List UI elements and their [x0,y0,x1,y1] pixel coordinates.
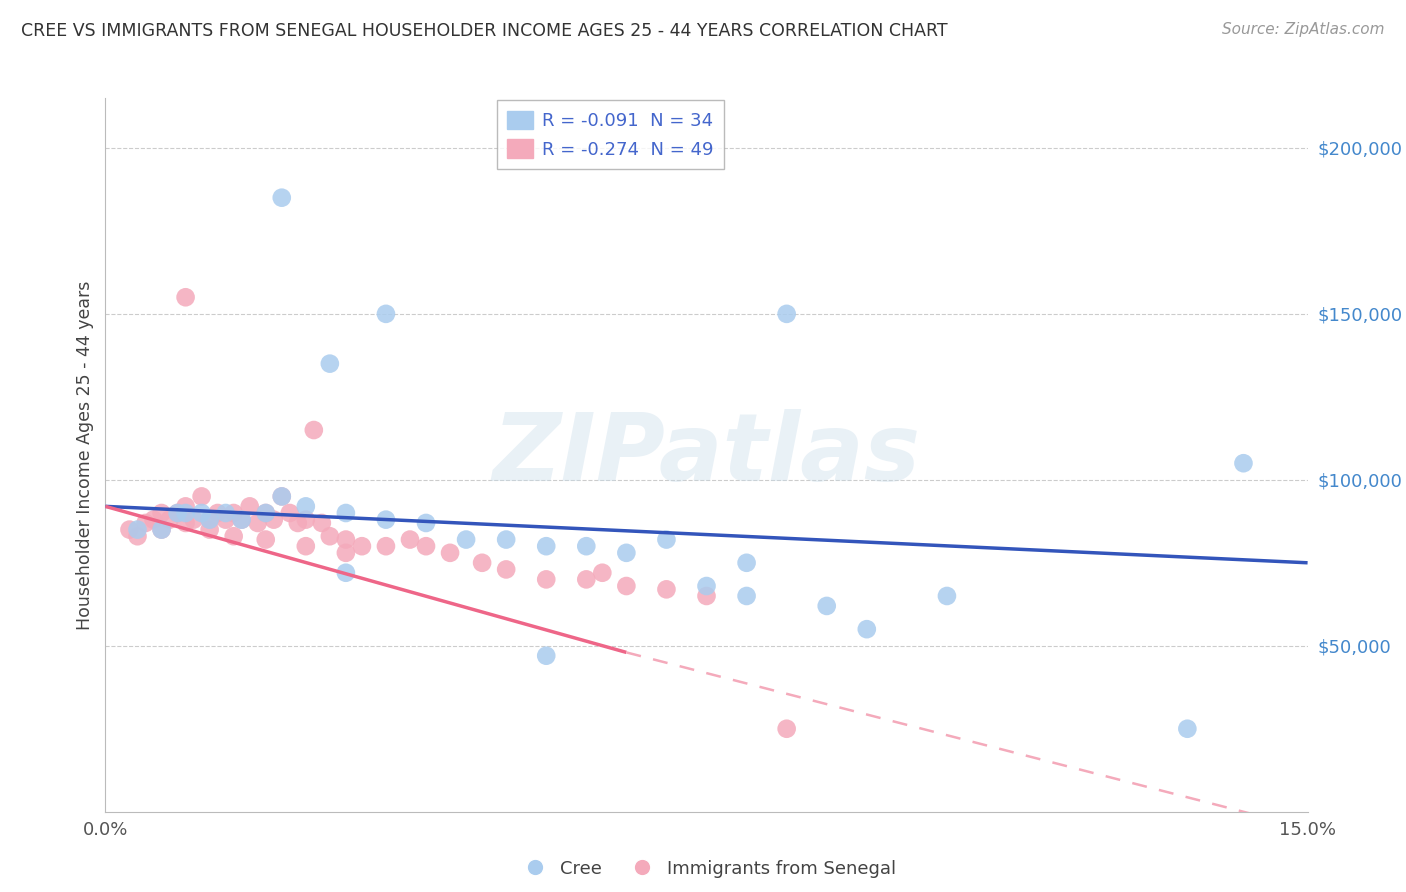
Point [174,506,197,520]
Point [319,357,342,371]
Point [183,513,205,527]
Point [222,529,245,543]
Text: Source: ZipAtlas.com: Source: ZipAtlas.com [1222,22,1385,37]
Point [278,506,301,520]
Point [127,529,149,543]
Point [254,506,277,520]
Point [198,513,221,527]
Point [270,191,292,205]
Point [1175,722,1198,736]
Point [936,589,959,603]
Point [239,500,262,514]
Point [735,556,758,570]
Text: CREE VS IMMIGRANTS FROM SENEGAL HOUSEHOLDER INCOME AGES 25 - 44 YEARS CORRELATIO: CREE VS IMMIGRANTS FROM SENEGAL HOUSEHOL… [21,22,948,40]
Point [456,533,478,547]
Point [374,513,398,527]
Point [655,533,678,547]
Point [295,539,318,553]
Text: ZIPatlas: ZIPatlas [492,409,921,501]
Point [166,506,188,520]
Point [287,516,309,530]
Point [174,290,197,304]
Point [616,579,638,593]
Point [319,529,342,543]
Point [127,523,149,537]
Point [254,506,277,520]
Point [575,573,598,587]
Point [815,599,838,613]
Point [439,546,461,560]
Point [616,546,638,560]
Point [399,533,422,547]
Point [591,566,613,580]
Point [534,573,557,587]
Point [696,589,718,603]
Point [655,582,678,597]
Point [495,562,517,576]
Point [495,533,517,547]
Point [776,722,799,736]
Point [776,307,799,321]
Point [270,490,292,504]
Point [415,516,437,530]
Point [696,579,718,593]
Point [575,539,598,553]
Point [534,539,557,553]
Point [295,513,318,527]
Point [135,516,157,530]
Point [198,523,221,537]
Point [150,523,173,537]
Point [270,490,292,504]
Point [335,533,357,547]
Point [174,500,197,514]
Point [335,566,357,580]
Point [231,513,253,527]
Point [374,307,398,321]
Point [335,506,357,520]
Point [335,546,357,560]
Point [222,506,245,520]
Point [118,523,141,537]
Point [350,539,373,553]
Point [1232,456,1254,470]
Point [190,490,212,504]
Point [254,533,277,547]
Point [534,648,557,663]
Point [214,513,236,527]
Point [246,516,269,530]
Point [855,622,877,636]
Point [263,513,285,527]
Point [214,506,236,520]
Point [174,516,197,530]
Point [471,556,494,570]
Y-axis label: Householder Income Ages 25 - 44 years: Householder Income Ages 25 - 44 years [76,280,94,630]
Legend: Cree, Immigrants from Senegal: Cree, Immigrants from Senegal [509,853,904,885]
Point [311,516,333,530]
Point [374,539,398,553]
Point [190,506,212,520]
Point [415,539,437,553]
Point [735,589,758,603]
Point [166,506,188,520]
Point [150,523,173,537]
Point [207,506,229,520]
Point [150,506,173,520]
Point [295,500,318,514]
Point [231,513,253,527]
Point [198,513,221,527]
Point [302,423,325,437]
Point [159,513,181,527]
Point [142,513,165,527]
